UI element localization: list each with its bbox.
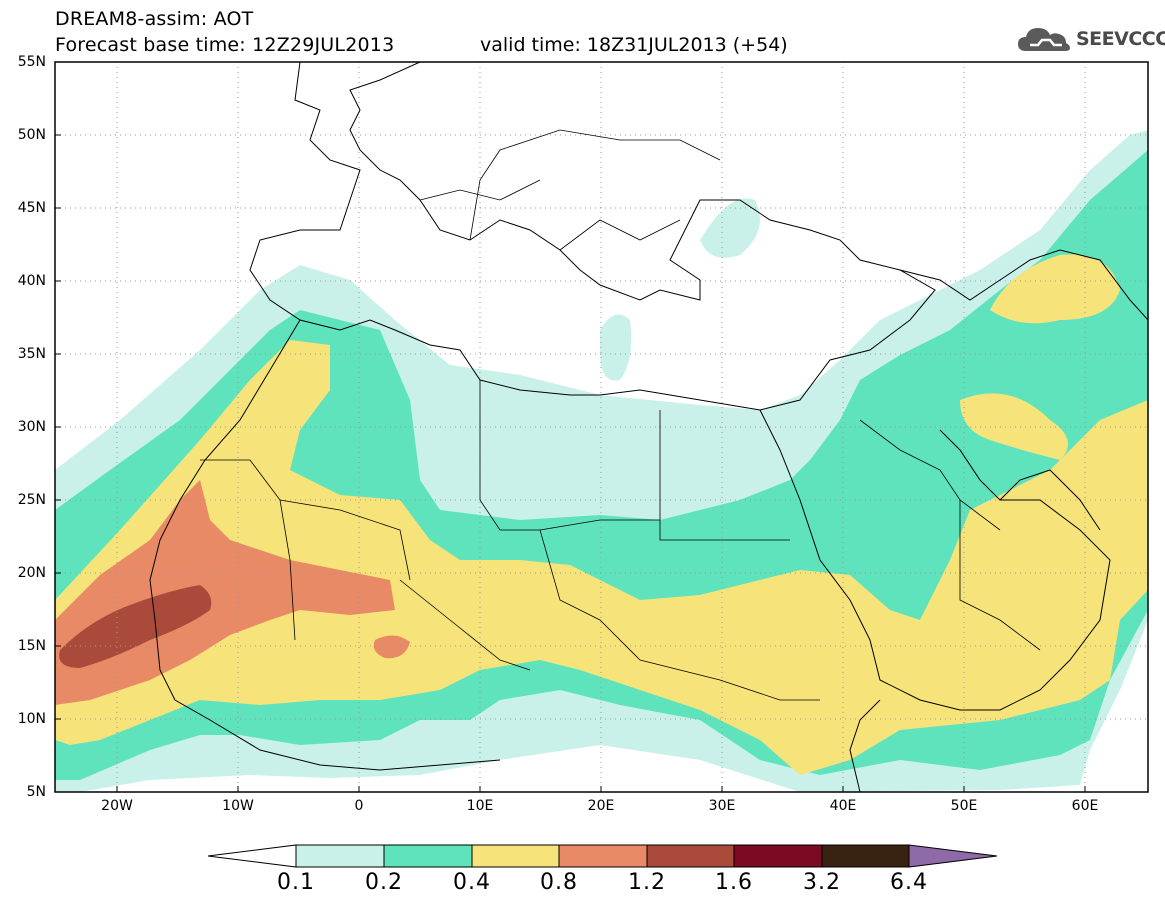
valid-time: valid time: 18Z31JUL2013 (+54) [480, 34, 788, 56]
aot-band-0.4 [55, 340, 1148, 775]
lon-label-10e: 10E [466, 798, 494, 814]
aot-band-0.4-iran [960, 393, 1068, 460]
colorbar-swatch-0.4-0.8 [471, 844, 560, 868]
aot-band-0.4-caspian [990, 254, 1120, 324]
lat-label-30n: 30N [17, 419, 46, 435]
tick-marks [55, 134, 1086, 792]
logo-text: SEEVCCC [1076, 28, 1165, 50]
colorbar-under-arrow [207, 844, 297, 868]
lon-label-20w: 20W [101, 798, 133, 814]
colorbar-swatch-1.6-3.2 [733, 844, 823, 868]
aot-band-0.8 [55, 480, 395, 705]
seevccc-logo: SEEVCCC [1016, 22, 1165, 56]
aot-band-0.8-niger [373, 635, 410, 659]
aot-band-1.2 [59, 585, 212, 668]
lat-label-15n: 15N [17, 638, 46, 654]
lat-label-5n: 5N [26, 784, 46, 800]
colorbar-label-0.8: 0.8 [540, 870, 578, 895]
lat-label-10n: 10N [17, 711, 46, 727]
lat-label-20n: 20N [17, 565, 46, 581]
colorbar-label-1.2: 1.2 [628, 870, 666, 895]
colorbar-over-arrow [908, 844, 998, 868]
lon-label-20e: 20E [587, 798, 615, 814]
colorbar-label-6.4: 6.4 [890, 870, 928, 895]
colorbar-swatch-0.8-1.2 [558, 844, 648, 868]
borders [200, 129, 1041, 701]
lat-label-45n: 45N [17, 200, 46, 216]
lat-label-55n: 55N [17, 54, 46, 70]
lon-label-40e: 40E [829, 798, 857, 814]
colorbar [207, 844, 998, 868]
colorbar-swatch-0.1-0.2 [295, 844, 385, 868]
lon-label-30e: 30E [708, 798, 736, 814]
coastlines [149, 62, 1148, 792]
colorbar-label-3.2: 3.2 [803, 870, 841, 895]
lon-label-0: 0 [354, 798, 364, 814]
map-title: DREAM8-assim: AOT [55, 8, 254, 30]
colorbar-swatch-3.2-6.4 [821, 844, 910, 868]
lat-label-35n: 35N [17, 346, 46, 362]
aot-field [55, 62, 1148, 792]
colorbar-label-0.1: 0.1 [277, 870, 315, 895]
aot-band-0.1-cyprus [600, 314, 632, 381]
colorbar-swatch-0.2-0.4 [383, 844, 473, 868]
colorbar-label-0.4: 0.4 [453, 870, 491, 895]
lon-label-50e: 50E [950, 798, 978, 814]
lat-label-50n: 50N [17, 127, 46, 143]
colorbar-label-0.2: 0.2 [365, 870, 403, 895]
lat-label-40n: 40N [17, 273, 46, 289]
aot-band-0.1-blacksea [700, 198, 760, 258]
colorbar-label-1.6: 1.6 [715, 870, 753, 895]
lat-label-25n: 25N [17, 492, 46, 508]
lon-label-60e: 60E [1071, 798, 1099, 814]
lon-label-10w: 10W [222, 798, 254, 814]
cloud-icon [1018, 28, 1070, 51]
colorbar-swatch-1.2-1.6 [646, 844, 735, 868]
forecast-base-time: Forecast base time: 12Z29JUL2013 [55, 34, 395, 56]
